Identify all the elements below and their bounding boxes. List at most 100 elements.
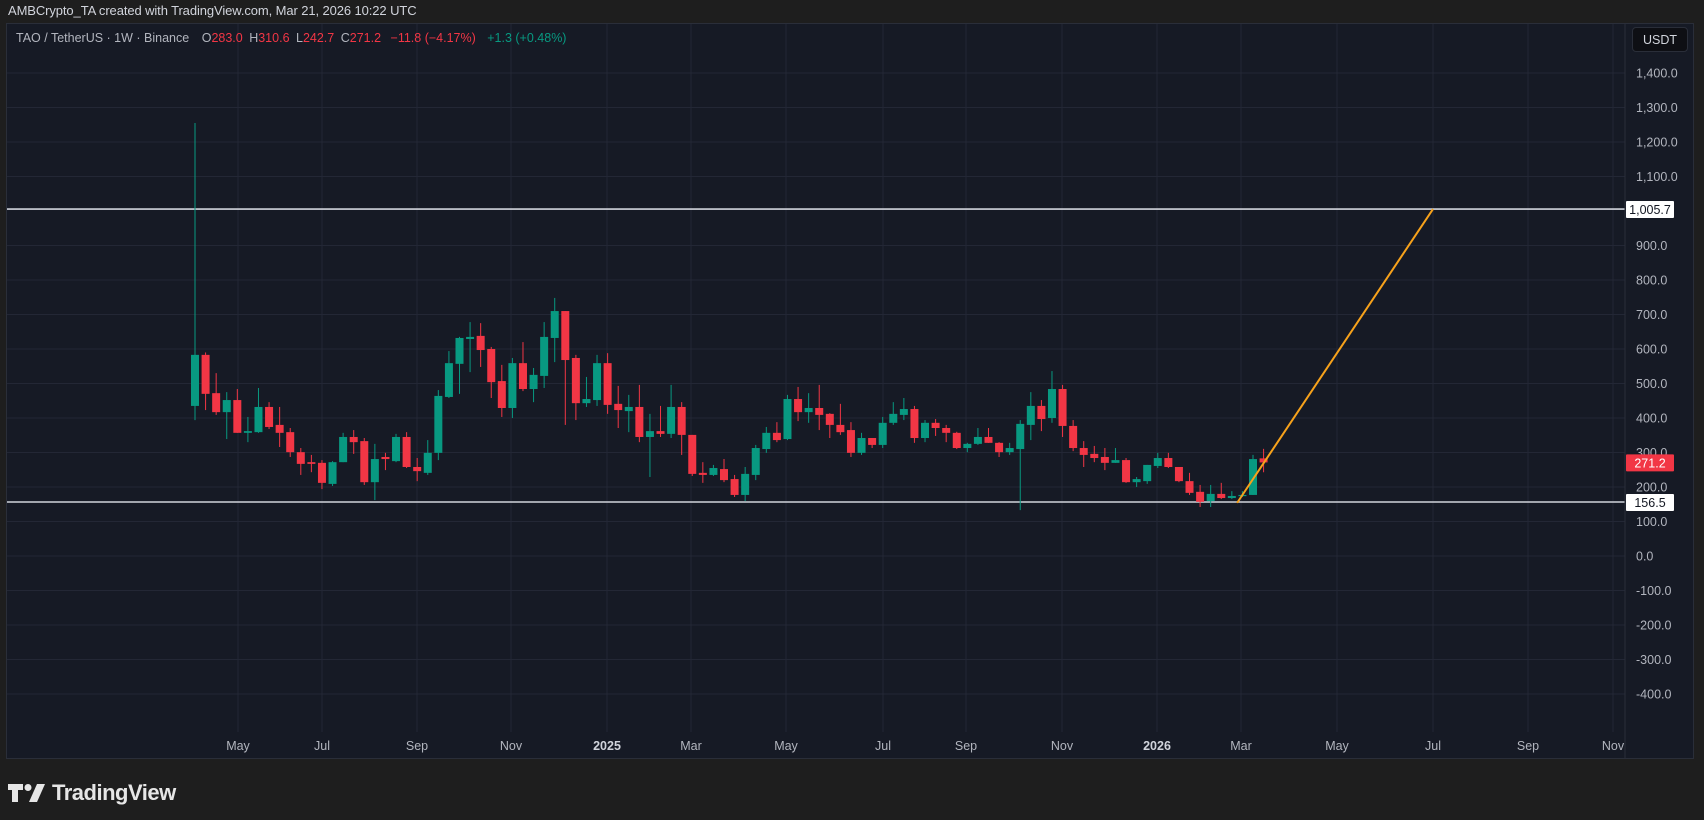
candle xyxy=(360,438,369,485)
time-axis[interactable]: May Jul Sep Nov 2025 Mar May Jul Sep Nov 2026 Mar Ma… xyxy=(226,739,1625,753)
candle xyxy=(444,351,453,398)
high-label: H xyxy=(249,31,259,45)
time-tick-label: May xyxy=(774,739,798,753)
candle-body xyxy=(688,434,697,474)
symbol-title[interactable]: TAO / TetherUS · 1W · Binance xyxy=(16,31,190,45)
candle xyxy=(952,431,961,450)
candle-body xyxy=(265,406,274,427)
candle xyxy=(212,373,221,415)
candle xyxy=(698,462,707,483)
candle-body xyxy=(1217,493,1226,499)
candle xyxy=(1047,371,1056,423)
candle-body xyxy=(1227,495,1236,499)
candle xyxy=(540,322,549,388)
candle-body xyxy=(783,399,792,440)
candle-body xyxy=(561,311,570,361)
candle xyxy=(741,466,750,502)
chart-pane[interactable] xyxy=(6,23,1694,759)
candle-body xyxy=(635,406,644,437)
price-tick-label: -300.0 xyxy=(1636,653,1671,667)
candle xyxy=(254,387,263,433)
candle xyxy=(571,354,580,421)
candle xyxy=(794,386,803,422)
current-price-tag-bg xyxy=(1626,454,1674,472)
candle-body xyxy=(455,337,464,364)
current-price-tag: 271.2 xyxy=(1626,454,1674,472)
candle-body xyxy=(243,431,252,433)
price-axis[interactable]: 1,400.0 1,300.0 1,200.0 1,100.0 900.0 800.0 70… xyxy=(1624,24,1678,758)
candle xyxy=(349,430,358,454)
candle-body xyxy=(825,413,834,425)
candle-body xyxy=(667,406,676,434)
candle-body xyxy=(254,406,263,433)
resistance-price-tag-text: 1,005.7 xyxy=(1629,203,1671,217)
trendline[interactable] xyxy=(1236,208,1434,504)
time-tick-label: Jul xyxy=(875,739,891,753)
candle xyxy=(984,428,993,443)
support-price-tag-bg xyxy=(1626,494,1674,512)
resistance-price-tag: 1,005.7 xyxy=(1626,201,1674,219)
candle-body xyxy=(487,349,496,383)
candle xyxy=(307,454,316,473)
candle-body xyxy=(1206,493,1215,502)
candle-body xyxy=(423,452,432,473)
candle xyxy=(497,364,506,417)
candle-body xyxy=(508,363,517,408)
price-tick-label: 800.0 xyxy=(1636,274,1667,288)
candle-body xyxy=(360,441,369,483)
candle-body xyxy=(349,436,358,443)
candle xyxy=(751,444,760,481)
candle xyxy=(1079,441,1088,467)
currency-button[interactable]: USDT xyxy=(1632,27,1688,52)
candle xyxy=(434,390,443,461)
time-tick-label: Mar xyxy=(680,739,702,753)
candle xyxy=(603,353,612,414)
candle-body xyxy=(624,406,633,412)
candle xyxy=(1227,491,1236,500)
candle xyxy=(1100,448,1109,471)
candle xyxy=(561,311,570,425)
horizontal-levels[interactable] xyxy=(7,208,1625,503)
candle xyxy=(762,426,771,453)
price-axis-labels: 1,005.7 156.5 271.2 xyxy=(1626,201,1674,512)
candle-body xyxy=(571,357,580,404)
candle xyxy=(720,459,728,483)
candle xyxy=(370,443,379,501)
candle xyxy=(783,394,792,441)
candle xyxy=(1249,454,1257,495)
candle xyxy=(1259,448,1268,473)
candle-body xyxy=(1174,466,1183,482)
candle-body xyxy=(1249,459,1257,495)
candle-body xyxy=(730,479,739,495)
candle xyxy=(1196,484,1205,508)
candle-body xyxy=(868,438,877,445)
trendline-projection[interactable] xyxy=(1236,208,1434,504)
candle-body xyxy=(698,472,707,475)
time-tick-label: Nov xyxy=(1602,739,1625,753)
candle xyxy=(296,448,305,475)
candle xyxy=(508,357,517,418)
candle xyxy=(413,458,422,482)
candle xyxy=(1132,476,1141,487)
candle-body xyxy=(1185,481,1194,493)
candle xyxy=(963,442,972,453)
candle-body xyxy=(212,393,221,413)
candle-body xyxy=(1196,491,1205,502)
candle xyxy=(1005,442,1014,455)
candle-body xyxy=(1047,389,1056,418)
candle xyxy=(656,405,665,437)
candle xyxy=(402,432,411,469)
price-tick-label: 900.0 xyxy=(1636,239,1667,253)
candle xyxy=(624,394,633,433)
candle xyxy=(857,432,866,455)
candle-body xyxy=(836,424,845,433)
price-tick-label: 500.0 xyxy=(1636,377,1667,391)
candle-body xyxy=(1111,460,1120,463)
candle xyxy=(1185,472,1194,495)
high-value: 310.6 xyxy=(258,31,290,45)
price-tick-label: 400.0 xyxy=(1636,412,1667,426)
low-value: 242.7 xyxy=(302,31,335,45)
candle xyxy=(582,376,591,407)
candle-body xyxy=(593,363,602,401)
